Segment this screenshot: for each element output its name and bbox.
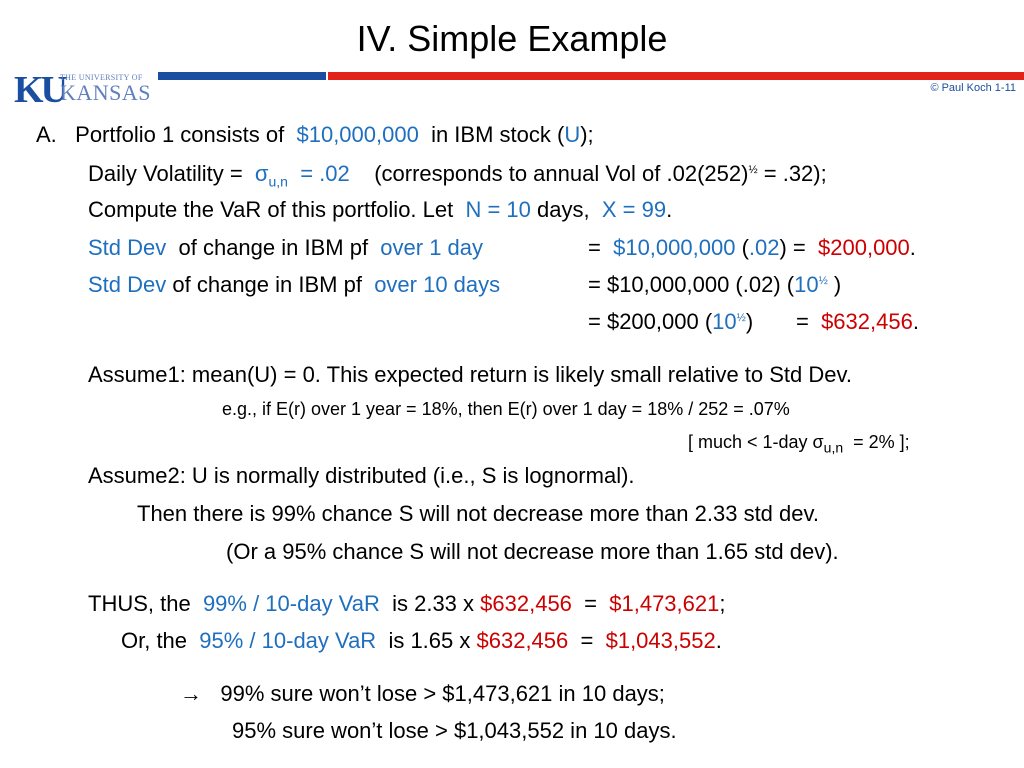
- text: (: [741, 235, 749, 260]
- text: ): [745, 309, 754, 334]
- line-compute-var: Compute the VaR of this portfolio. Let N…: [88, 197, 672, 223]
- list-label: A.: [36, 122, 57, 147]
- line-daily-volatility: Daily Volatility = σu,n = .02 (correspon…: [88, 161, 827, 189]
- text: = $200,000 (: [588, 309, 713, 334]
- variable-u: U: [564, 122, 581, 147]
- line-stddev-1day: Std Dev of change in IBM pf over 1 day: [88, 235, 483, 261]
- text: = .32);: [757, 161, 827, 186]
- text: of change in IBM pf: [178, 235, 369, 260]
- superscript: ½: [736, 312, 746, 324]
- text: =: [795, 309, 809, 334]
- text: Daily Volatility =: [88, 161, 243, 186]
- text: ;: [719, 591, 726, 616]
- x-value: X = 99: [601, 197, 667, 222]
- text: = 2% ];: [853, 432, 910, 452]
- amount: $632,456: [476, 628, 569, 653]
- ku-logo: KU THE UNIVERSITY OF KANSAS: [14, 69, 156, 111]
- sigma-subscript: u,n: [268, 173, 288, 190]
- text: is 2.33 x: [392, 591, 475, 616]
- result: $632,456: [821, 309, 913, 334]
- text: (corresponds to annual Vol of .02(252): [374, 161, 749, 186]
- var-label: 99% / 10-day VaR: [202, 591, 380, 616]
- ten: 10: [794, 272, 819, 297]
- text: Std Dev: [88, 235, 167, 260]
- text: THUS, the: [88, 591, 191, 616]
- text: .: [715, 628, 722, 653]
- text: of change in IBM pf: [172, 272, 362, 297]
- line-assume1: Assume1: mean(U) = 0. This expected retu…: [88, 362, 852, 387]
- line-thus: THUS, the 99% / 10-day VaR is 2.33 x $63…: [88, 591, 725, 617]
- line-stddev-10days-calc: = $10,000,000 (.02) (10½ ): [588, 272, 841, 298]
- line-then-99: Then there is 99% chance S will not decr…: [137, 501, 819, 526]
- sigma-symbol: σ: [254, 161, 269, 186]
- text: over 10 days: [374, 272, 501, 297]
- text: ): [833, 272, 842, 297]
- text: .: [912, 309, 919, 334]
- superscript: ½: [818, 275, 828, 287]
- ten: 10: [712, 309, 737, 334]
- text: is 1.65 x: [388, 628, 471, 653]
- text: ) =: [779, 235, 806, 260]
- n-value: N = 10: [465, 197, 531, 222]
- amount: $10,000,000: [613, 235, 736, 260]
- line-or-95: (Or a 95% chance S will not decrease mor…: [226, 539, 839, 564]
- result: $1,473,621: [609, 591, 720, 616]
- text: = $10,000,000 (.02) (: [588, 272, 795, 297]
- text: [ much < 1-day σ: [688, 432, 824, 452]
- line-stddev-10days: Std Dev of change in IBM pf over 10 days: [88, 272, 500, 298]
- sigma: σu,n = .02: [254, 161, 350, 190]
- line-assume2: Assume2: U is normally distributed (i.e.…: [88, 463, 635, 488]
- line-much-less: [ much < 1-day σu,n = 2% ];: [688, 432, 910, 456]
- text: in IBM stock (: [431, 122, 565, 147]
- copyright: © Paul Koch 1-11: [930, 82, 1016, 94]
- page-title: IV. Simple Example: [356, 18, 668, 59]
- header-bar-red: [328, 72, 1024, 80]
- line-stddev-1day-calc: = $10,000,000 (.02) = $200,000.: [588, 235, 916, 261]
- ku-logo-kansas: KANSAS: [60, 80, 152, 105]
- text: 99% sure won’t lose > $1,473,621 in 10 d…: [220, 681, 665, 706]
- text: =: [580, 628, 594, 653]
- text: =: [588, 235, 601, 260]
- amount: $10,000,000: [296, 122, 419, 147]
- text: Or, the: [121, 628, 188, 653]
- line-sure-99: → 99% sure won’t lose > $1,473,621 in 10…: [180, 681, 665, 707]
- line-stddev-result: = $200,000 (10½) = $632,456.: [588, 309, 919, 335]
- text: Std Dev: [88, 272, 167, 297]
- ku-logo-university: THE UNIVERSITY OF: [60, 73, 143, 82]
- line-or: Or, the 95% / 10-day VaR is 1.65 x $632,…: [121, 628, 722, 654]
- rate: .02: [748, 235, 780, 260]
- ku-logo-mark: KU: [14, 69, 68, 111]
- var-label: 95% / 10-day VaR: [199, 628, 377, 653]
- header-bar-blue: [158, 72, 326, 80]
- text: =: [584, 591, 598, 616]
- text: Compute the VaR of this portfolio. Let: [88, 197, 454, 222]
- text: );: [580, 122, 594, 147]
- text: .: [666, 197, 673, 222]
- arrow-right-icon: →: [180, 681, 202, 706]
- line-a: A. Portfolio 1 consists of $10,000,000 i…: [36, 122, 594, 148]
- text: .: [909, 235, 916, 260]
- result: $1,043,552: [605, 628, 716, 653]
- line-sure-95: 95% sure won’t lose > $1,043,552 in 10 d…: [232, 718, 677, 743]
- text: over 1 day: [380, 235, 484, 260]
- value: = .02: [300, 161, 350, 186]
- text: days,: [537, 197, 590, 222]
- amount: $632,456: [480, 591, 572, 616]
- result: $200,000: [818, 235, 910, 260]
- text: Portfolio 1 consists of: [75, 122, 285, 147]
- line-example: e.g., if E(r) over 1 year = 18%, then E(…: [222, 399, 790, 419]
- subscript: u,n: [823, 439, 844, 456]
- superscript: ½: [748, 164, 758, 176]
